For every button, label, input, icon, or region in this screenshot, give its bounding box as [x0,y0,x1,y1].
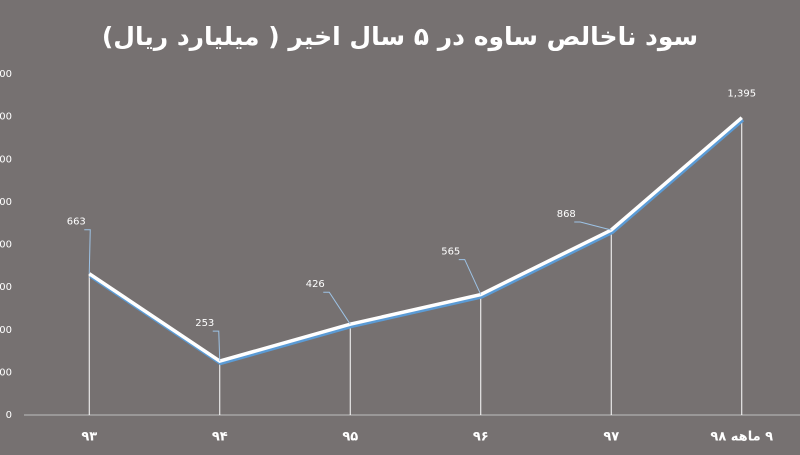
y-tick-label: 1000 [0,197,12,208]
line [88,116,743,363]
data-label: 1,395 [727,89,756,100]
x-tick-label: ۹۷ [603,430,619,445]
y-tick-label: 200 [0,367,12,378]
data-label: 663 [67,217,86,228]
y-tick-label: 400 [0,325,12,336]
x-tick-label: ۹۶ [473,430,489,445]
data-label: 565 [441,247,460,258]
x-tick-label: ۹ ماهه ۹۸ [710,430,773,445]
data-label: 253 [195,318,214,329]
y-tick-label: 600 [0,282,12,293]
y-tick-label: 1400 [0,112,12,123]
leader-line [323,291,351,325]
data-label: 868 [557,209,576,220]
y-tick-label: 1200 [0,154,12,165]
x-tick-label: ۹۵ [342,430,358,445]
y-tick-label: 0 [6,410,12,421]
x-tick-label: ۹۳ [81,430,97,445]
y-tick-label: 1600 [0,69,12,80]
y-tick-label: 800 [0,240,12,251]
leader-line [574,221,612,231]
x-tick-label: ۹۴ [212,430,228,445]
chart-title: سود ناخالص ساوه در ۵ سال اخیر ( میلیارد … [102,22,698,52]
leader-line [458,259,482,295]
data-label: 426 [306,279,325,290]
leader-line [212,330,221,362]
leader-line [84,229,91,274]
